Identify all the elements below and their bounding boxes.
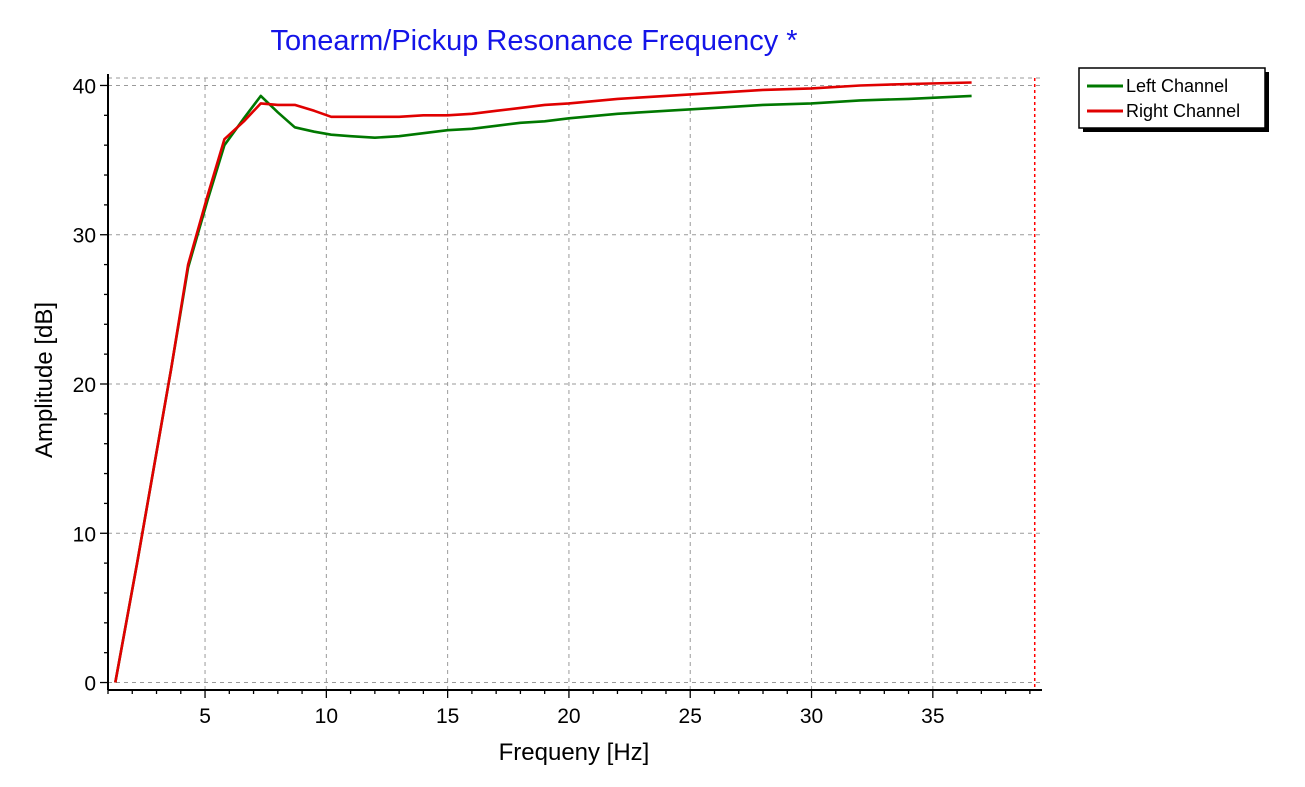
x-tick-label: 30	[800, 705, 823, 728]
y-tick-label: 30	[73, 225, 96, 248]
x-tick-label: 35	[921, 705, 944, 728]
x-axis-label: Frequeny [Hz]	[499, 739, 650, 766]
legend-label-right: Right Channel	[1126, 101, 1240, 121]
legend: Left Channel Right Channel	[1078, 67, 1269, 132]
series-layer	[114, 81, 972, 683]
x-tick-label: 10	[315, 705, 338, 728]
y-tick-label: 10	[73, 523, 96, 546]
legend-box	[1078, 67, 1266, 129]
x-tick-label: 25	[679, 705, 702, 728]
plot-frame	[107, 74, 1042, 691]
x-tick-label: 20	[557, 705, 580, 728]
y-axis-label: Amplitude [dB]	[31, 302, 58, 458]
grid-layer	[108, 77, 1042, 690]
x-tick-label: 15	[436, 705, 459, 728]
series-line-left-channel	[114, 94, 972, 683]
y-tick-label: 40	[73, 75, 96, 98]
y-tick-label: 0	[84, 673, 96, 696]
series-line-right-channel	[114, 81, 972, 683]
tick-layer: 5 10 15 20 25 30 35 0 10 20 30 40	[73, 75, 1031, 728]
y-tick-label: 20	[73, 374, 96, 397]
legend-label-left: Left Channel	[1126, 76, 1228, 96]
chart-title: Tonearm/Pickup Resonance Frequency *	[270, 25, 797, 57]
x-tick-label: 5	[199, 705, 211, 728]
